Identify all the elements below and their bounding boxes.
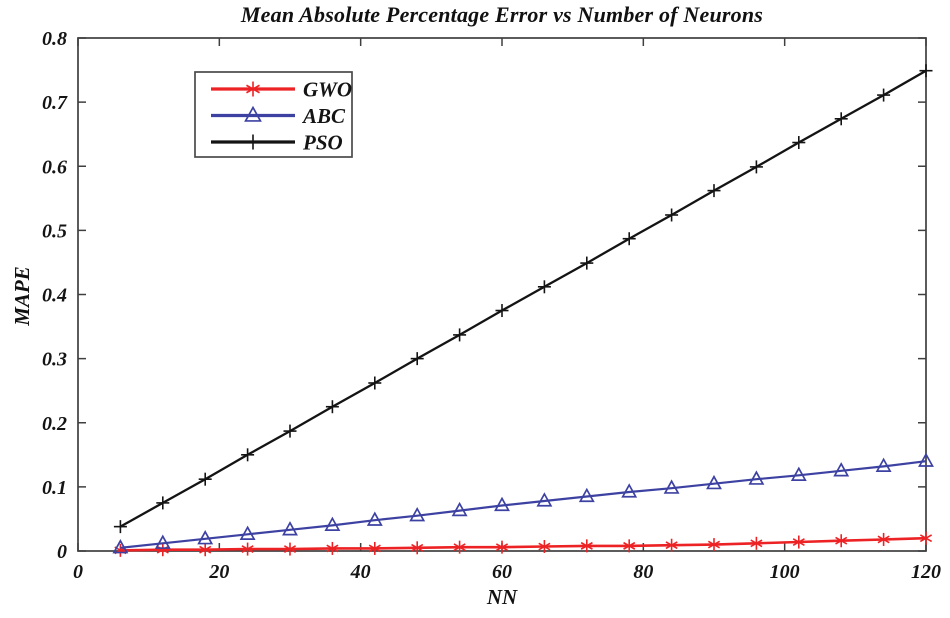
- triangle-marker-icon: [409, 506, 426, 522]
- x-tick-label: 80: [633, 561, 653, 583]
- legend-item-ABC: ABC: [211, 104, 346, 128]
- legend-label: ABC: [301, 104, 346, 128]
- triangle-marker-icon: [833, 462, 850, 477]
- triangle-marker-icon: [494, 496, 510, 512]
- y-tick-label: 0.2: [42, 413, 67, 435]
- triangle-marker-icon: [366, 511, 383, 526]
- asterisk-marker-icon: [665, 541, 678, 550]
- asterisk-marker-icon: [411, 543, 424, 552]
- x-tick-label: 100: [770, 561, 800, 583]
- x-tick-label: 0: [73, 561, 83, 583]
- y-tick-label: 0.1: [42, 477, 67, 499]
- series-line-ABC: [120, 460, 927, 549]
- x-axis-label: NN: [486, 585, 518, 609]
- y-tick-label: 0.3: [42, 349, 67, 371]
- triangle-marker-icon: [282, 521, 298, 536]
- triangle-marker-icon: [918, 452, 934, 467]
- legend-label: GWO: [303, 78, 352, 102]
- x-tick-label: 60: [492, 561, 512, 583]
- asterisk-marker-icon: [246, 84, 260, 94]
- triangle-marker-icon: [239, 525, 256, 540]
- series-line-PSO: [119, 69, 927, 528]
- asterisk-marker-icon: [580, 541, 593, 550]
- triangle-marker-icon: [154, 534, 171, 549]
- legend-label: PSO: [302, 131, 343, 155]
- x-tick-label: 120: [911, 561, 941, 583]
- y-tick-label: 0: [57, 541, 67, 563]
- asterisk-marker-icon: [919, 534, 933, 543]
- x-tick-label: 20: [208, 561, 229, 583]
- series-line-GWO: [120, 536, 927, 552]
- y-tick-label: 0.6: [42, 156, 67, 178]
- y-tick-label: 0.5: [42, 220, 67, 242]
- triangle-marker-icon: [244, 105, 262, 122]
- asterisk-marker-icon: [453, 543, 466, 552]
- triangle-marker-icon: [748, 470, 765, 485]
- triangle-marker-icon: [621, 483, 638, 498]
- triangle-marker-icon: [790, 466, 807, 481]
- triangle-marker-icon: [112, 539, 129, 554]
- y-tick-label: 0.7: [42, 92, 68, 114]
- triangle-marker-icon: [875, 457, 892, 472]
- triangle-marker-icon: [663, 479, 680, 494]
- triangle-marker-icon: [578, 487, 595, 503]
- asterisk-marker-icon: [877, 535, 890, 544]
- asterisk-marker-icon: [368, 544, 381, 553]
- y-tick-label: 0.8: [42, 28, 67, 50]
- asterisk-marker-icon: [750, 539, 763, 548]
- legend-item-PSO: PSO: [211, 131, 343, 155]
- series-ABC: [112, 452, 934, 554]
- asterisk-marker-icon: [835, 536, 848, 545]
- legend-item-GWO: GWO: [211, 78, 352, 102]
- chart-title: Mean Absolute Percentage Error vs Number…: [240, 2, 764, 27]
- series-PSO: [113, 64, 933, 534]
- triangle-marker-icon: [536, 492, 553, 507]
- triangle-marker-icon: [197, 530, 214, 545]
- asterisk-marker-icon: [326, 544, 339, 553]
- asterisk-marker-icon: [538, 542, 551, 551]
- x-tick-label: 40: [350, 561, 371, 583]
- triangle-marker-icon: [451, 501, 468, 517]
- asterisk-marker-icon: [241, 545, 254, 554]
- asterisk-marker-icon: [283, 545, 297, 554]
- triangle-marker-icon: [324, 516, 341, 531]
- y-tick-label: 0.4: [42, 285, 67, 307]
- asterisk-marker-icon: [707, 540, 721, 549]
- asterisk-marker-icon: [792, 538, 805, 546]
- asterisk-marker-icon: [623, 541, 636, 550]
- triangle-marker-icon: [706, 474, 722, 490]
- asterisk-marker-icon: [199, 545, 212, 554]
- series-GWO: [114, 531, 933, 557]
- asterisk-marker-icon: [495, 543, 509, 552]
